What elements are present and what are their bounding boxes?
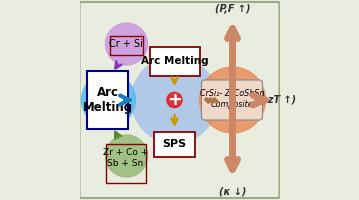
Text: CrSi₂- ZrCoSbSn
Composite: CrSi₂- ZrCoSbSn Composite <box>200 89 264 109</box>
Circle shape <box>200 67 266 133</box>
Text: ( zT ↑): ( zT ↑) <box>260 95 297 105</box>
Text: SPS: SPS <box>162 139 186 149</box>
Circle shape <box>167 92 182 108</box>
Text: Cr + Si: Cr + Si <box>109 39 143 49</box>
FancyBboxPatch shape <box>149 47 200 76</box>
Text: Arc
Melting: Arc Melting <box>83 86 132 114</box>
Circle shape <box>106 23 148 65</box>
FancyBboxPatch shape <box>87 71 128 129</box>
Text: (P,F ↑): (P,F ↑) <box>215 4 250 14</box>
Text: +: + <box>167 91 182 109</box>
Circle shape <box>81 73 135 127</box>
Text: Arc Melting: Arc Melting <box>141 56 208 66</box>
FancyBboxPatch shape <box>201 80 262 120</box>
Text: (κ ↓): (κ ↓) <box>219 186 246 196</box>
FancyBboxPatch shape <box>79 2 280 198</box>
FancyBboxPatch shape <box>154 132 195 157</box>
Circle shape <box>106 135 148 177</box>
Circle shape <box>131 57 218 143</box>
Text: Zr + Co +
Sb + Sn: Zr + Co + Sb + Sn <box>103 148 148 168</box>
